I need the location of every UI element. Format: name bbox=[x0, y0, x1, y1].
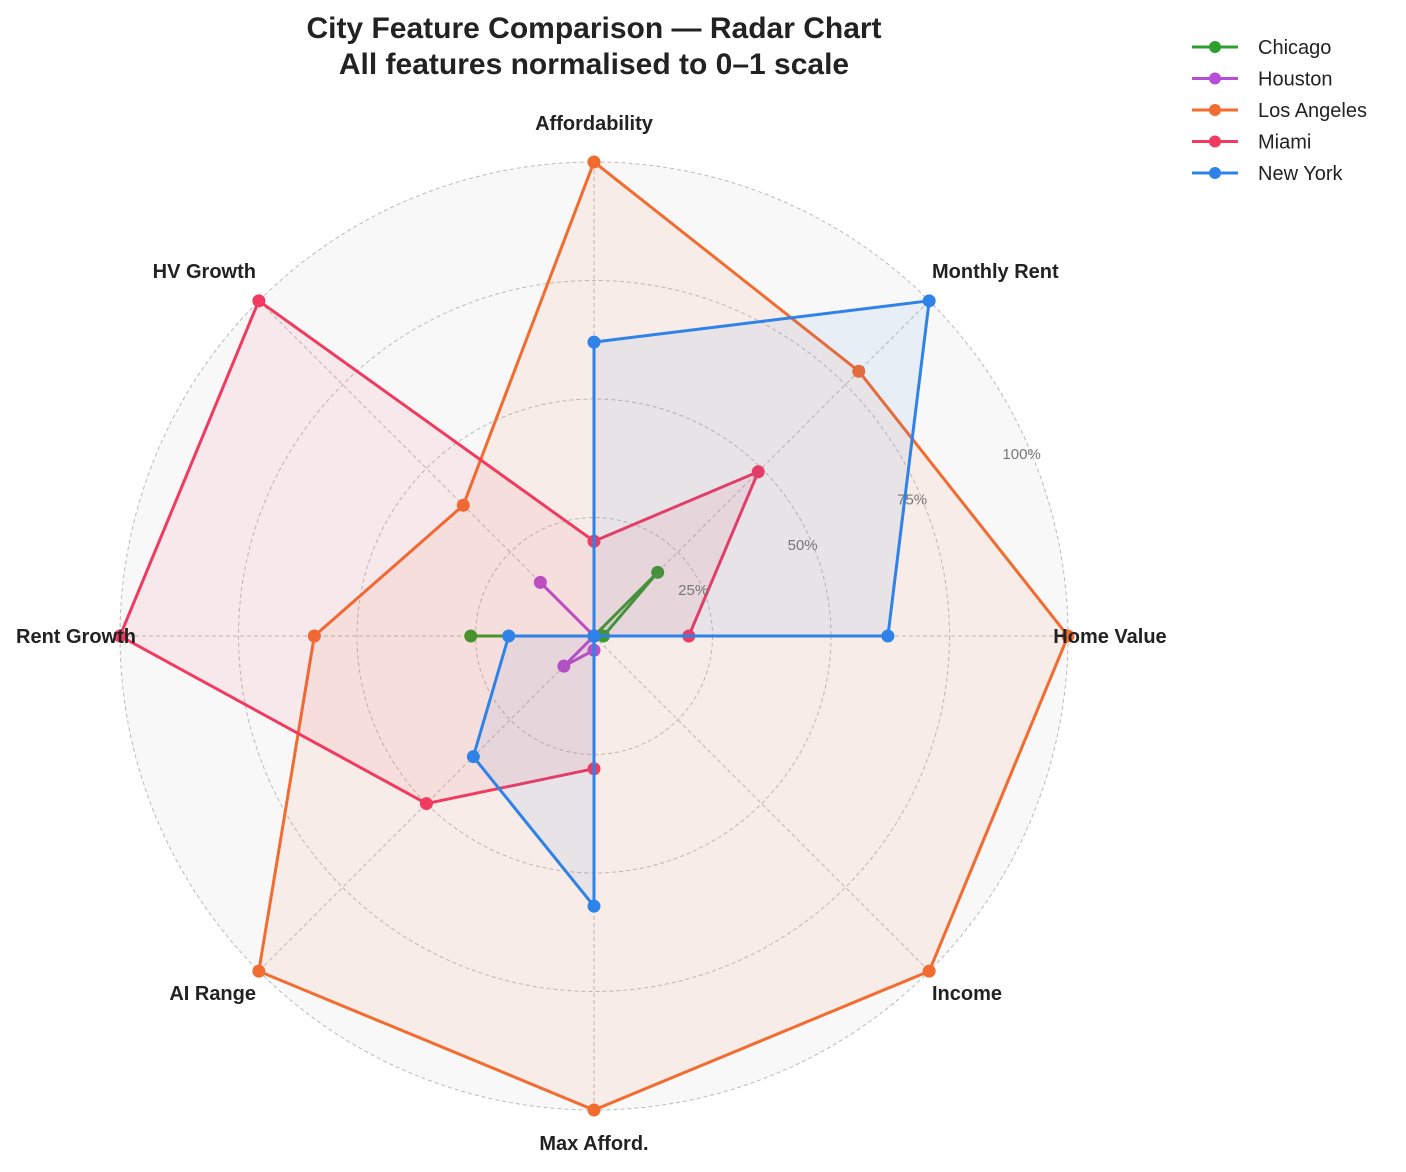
spoke-7 bbox=[593, 635, 930, 972]
chart-title-line-1: City Feature Comparison — Radar Chart bbox=[306, 12, 881, 45]
series-fill-miami bbox=[120, 300, 759, 804]
data-point-new-york-1 bbox=[922, 294, 936, 308]
grid-circle-3 bbox=[238, 280, 950, 992]
r-tick-label-2: 50% bbox=[788, 537, 818, 554]
legend-item-new-york: New York bbox=[1192, 163, 1343, 185]
legend-item-los-angeles: Los Angeles bbox=[1192, 100, 1367, 122]
data-point-los-angeles-4 bbox=[307, 629, 321, 643]
legend-marker-new-york bbox=[1209, 167, 1221, 179]
legend-item-houston: Houston bbox=[1192, 69, 1333, 91]
data-point-new-york-6 bbox=[587, 899, 601, 913]
legend-item-miami: Miami bbox=[1192, 132, 1311, 154]
data-point-new-york-2 bbox=[587, 335, 601, 349]
data-point-chicago-4 bbox=[464, 629, 478, 643]
data-point-miami-4 bbox=[113, 629, 127, 643]
series-fill-new-york bbox=[473, 300, 930, 907]
r-tick-label-3: 75% bbox=[897, 491, 927, 508]
data-point-new-york-5 bbox=[466, 750, 480, 764]
legend-marker-los-angeles bbox=[1209, 104, 1221, 116]
data-point-houston-5 bbox=[557, 659, 571, 673]
legend-label-los-angeles: Los Angeles bbox=[1258, 100, 1367, 122]
chart-title-line-2: All features normalised to 0–1 scale bbox=[339, 48, 849, 81]
data-point-los-angeles-1 bbox=[852, 364, 866, 378]
legend-label-houston: Houston bbox=[1258, 69, 1333, 91]
data-point-los-angeles-7 bbox=[922, 964, 936, 978]
radar-plot-area: 25% 50% 75% 100% Home Value Monthly Rent Affor… bbox=[16, 113, 1167, 1155]
data-point-los-angeles-5 bbox=[252, 964, 266, 978]
data-point-los-angeles-2 bbox=[587, 155, 601, 169]
data-point-new-york-4 bbox=[502, 629, 516, 643]
legend-marker-houston bbox=[1209, 72, 1221, 85]
legend-label-miami: Miami bbox=[1258, 132, 1311, 154]
data-point-los-angeles-0 bbox=[1061, 629, 1075, 643]
axis-label-3: HV Growth bbox=[153, 261, 256, 283]
data-point-los-angeles-6 bbox=[587, 1103, 601, 1117]
data-point-miami-5 bbox=[419, 797, 433, 811]
legend-marker-miami bbox=[1209, 135, 1221, 148]
data-point-new-york-7 bbox=[587, 629, 601, 643]
axis-label-4: Rent Growth bbox=[16, 626, 136, 648]
spoke-5 bbox=[258, 635, 595, 972]
legend: Chicago Houston Los Angeles Miami New York bbox=[1192, 37, 1367, 185]
axis-label-2: Affordability bbox=[535, 113, 654, 135]
legend-label-new-york: New York bbox=[1258, 163, 1343, 185]
legend-label-chicago: Chicago bbox=[1258, 37, 1331, 59]
axis-label-5: AI Range bbox=[169, 983, 256, 1005]
legend-marker-chicago bbox=[1209, 41, 1221, 53]
axis-label-0: Home Value bbox=[1053, 626, 1166, 648]
data-point-houston-3 bbox=[533, 575, 547, 589]
r-tick-label-4: 100% bbox=[1002, 446, 1040, 463]
data-point-chicago-1 bbox=[651, 565, 665, 579]
r-tick-label-1: 25% bbox=[678, 582, 708, 599]
axis-label-1: Monthly Rent bbox=[932, 261, 1059, 283]
data-point-los-angeles-3 bbox=[456, 498, 470, 512]
data-point-miami-3 bbox=[252, 294, 266, 308]
data-point-miami-1 bbox=[751, 465, 765, 479]
data-point-new-york-0 bbox=[881, 629, 895, 643]
legend-item-chicago: Chicago bbox=[1192, 37, 1331, 59]
axis-label-6: Max Afford. bbox=[539, 1133, 648, 1155]
axis-label-7: Income bbox=[932, 983, 1002, 1005]
